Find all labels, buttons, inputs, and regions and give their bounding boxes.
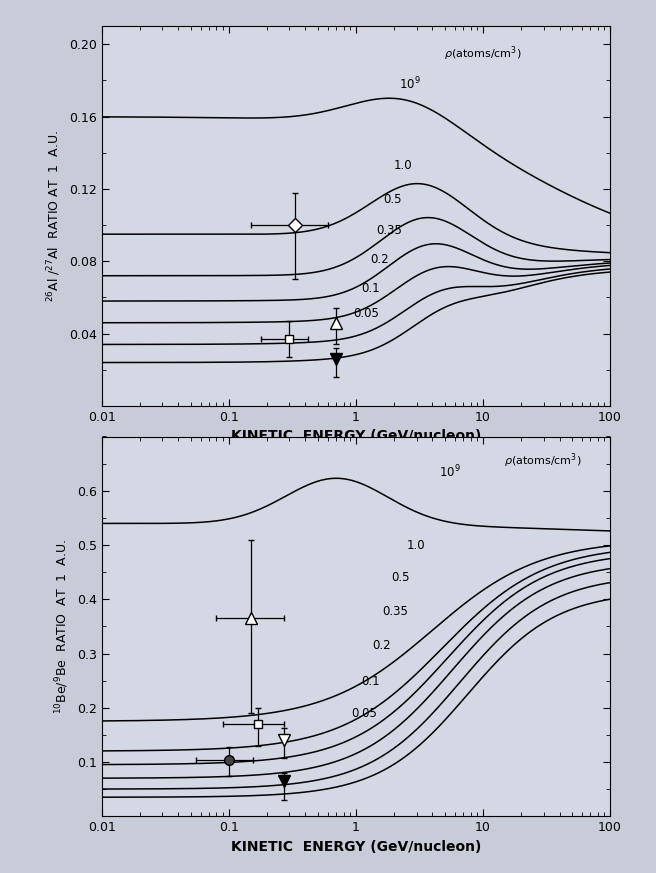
Text: 0.2: 0.2	[371, 253, 389, 266]
Text: $\rho$(atoms/cm$^3$): $\rho$(atoms/cm$^3$)	[443, 44, 522, 63]
Text: 0.05: 0.05	[351, 706, 377, 719]
Text: 0.35: 0.35	[377, 224, 402, 237]
Text: $\rho$(atoms/cm$^3$): $\rho$(atoms/cm$^3$)	[504, 451, 582, 471]
Y-axis label: $^{26}$Al /$^{27}$Al  RATIO AT  1  A.U.: $^{26}$Al /$^{27}$Al RATIO AT 1 A.U.	[46, 130, 63, 302]
Text: 0.35: 0.35	[382, 605, 407, 618]
X-axis label: KINETIC  ENERGY (GeV/nucleon): KINETIC ENERGY (GeV/nucleon)	[231, 430, 481, 443]
Y-axis label: $^{10}$Be/$^{9}$Be  RATIO  AT  1  A.U.: $^{10}$Be/$^{9}$Be RATIO AT 1 A.U.	[54, 539, 72, 714]
Text: 1.0: 1.0	[407, 539, 425, 552]
Text: 0.5: 0.5	[392, 571, 410, 584]
Text: 0.5: 0.5	[384, 193, 402, 206]
Text: 10$^9$: 10$^9$	[400, 76, 421, 93]
Text: 1.0: 1.0	[394, 159, 413, 172]
Text: 10$^9$: 10$^9$	[439, 464, 461, 480]
Text: 0.1: 0.1	[361, 282, 380, 295]
Text: 0.1: 0.1	[361, 675, 380, 688]
Text: 0.05: 0.05	[353, 307, 379, 320]
Text: 0.2: 0.2	[373, 639, 391, 652]
X-axis label: KINETIC  ENERGY (GeV/nucleon): KINETIC ENERGY (GeV/nucleon)	[231, 840, 481, 854]
